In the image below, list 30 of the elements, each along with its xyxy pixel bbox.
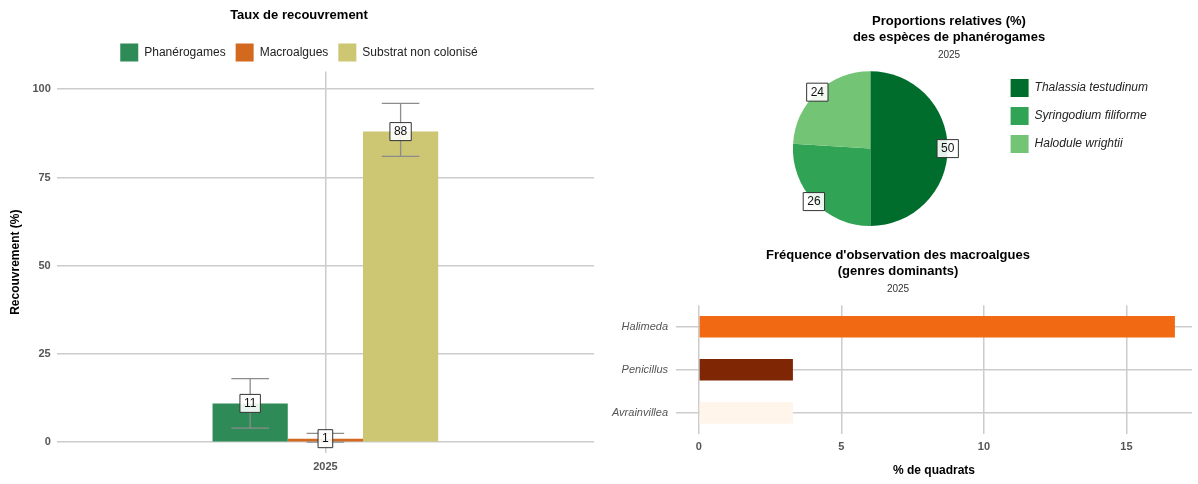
x-tick-label: 10 <box>977 440 991 453</box>
y-tick-label: Halimeda <box>621 319 669 332</box>
legend-label: Phanérogames <box>144 44 226 59</box>
legend-label: Substrat non colonisé <box>362 44 479 59</box>
chart-subtitle: 2025 <box>886 282 910 294</box>
x-axis-title: % de quadrats <box>893 463 976 478</box>
data-label: 88 <box>393 124 408 139</box>
chart-title: Proportions relatives (%) des espèces de phanérogames <box>852 13 1046 44</box>
data-label: 50 <box>941 141 955 156</box>
data-label: 1 <box>322 431 330 446</box>
legend-label: Macroalgues <box>259 44 329 59</box>
data-label: 11 <box>243 396 257 411</box>
legend-label: Syringodium filiforme <box>1034 108 1147 123</box>
y-tick-label: Avrainvillea <box>610 405 669 418</box>
x-tick-label: 15 <box>1120 440 1133 453</box>
chart-title: Fréquence d'observation des macroalgues (genres dominants) <box>766 247 1030 278</box>
x-tick-label: 5 <box>838 440 845 453</box>
chart-subtitle: 2025 <box>937 48 961 60</box>
y-tick-label: 75 <box>38 170 51 183</box>
y-axis-title: Recouvrement (%) <box>7 209 22 315</box>
x-tick-label: 0 <box>695 440 702 453</box>
legend-label: Halodule wrightii <box>1034 136 1123 151</box>
y-tick-label: 50 <box>38 258 51 271</box>
legend-label: Thalassia testudinum <box>1034 80 1148 95</box>
y-tick-label: 100 <box>32 82 51 95</box>
data-label: 24 <box>810 84 825 99</box>
y-tick-label: Penicillus <box>621 362 669 375</box>
chart-title: Taux de recouvrement <box>230 7 369 23</box>
data-label: 26 <box>807 194 821 209</box>
y-tick-label: 25 <box>38 347 51 359</box>
